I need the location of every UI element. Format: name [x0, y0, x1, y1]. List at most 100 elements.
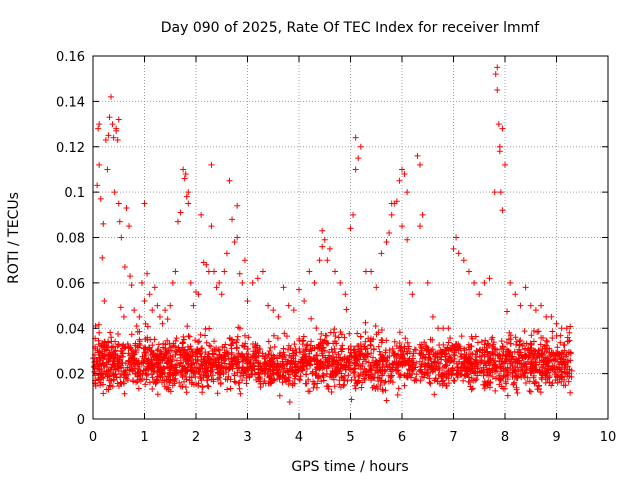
band-point — [228, 336, 235, 343]
band-point — [247, 359, 254, 366]
band-point — [305, 376, 312, 383]
band-point — [239, 377, 246, 384]
data-point — [290, 307, 297, 314]
data-point — [99, 254, 106, 261]
band-point — [378, 327, 385, 334]
data-point — [563, 325, 570, 332]
band-point — [187, 343, 194, 350]
band-point — [204, 382, 211, 389]
band-point — [331, 383, 338, 390]
band-point — [129, 377, 136, 384]
data-point — [96, 161, 103, 168]
band-point — [335, 334, 342, 341]
y-tick-label: 0.12 — [56, 141, 85, 156]
data-point — [548, 313, 555, 320]
band-point — [468, 386, 475, 393]
band-point — [427, 356, 434, 363]
band-point — [302, 380, 309, 387]
band-point — [554, 344, 561, 351]
data-point — [388, 211, 395, 218]
band-point — [396, 329, 403, 336]
band-point — [165, 356, 172, 363]
band-point — [481, 368, 488, 375]
band-point — [314, 345, 321, 352]
data-point — [94, 182, 101, 189]
band-point — [367, 335, 374, 342]
band-point — [468, 375, 475, 382]
band-point — [185, 333, 192, 340]
band-point — [521, 346, 528, 353]
band-point — [182, 384, 189, 391]
band-point — [271, 343, 278, 350]
band-point — [457, 345, 464, 352]
data-point — [187, 279, 194, 286]
band-point — [441, 351, 448, 358]
band-point — [172, 352, 179, 359]
data-point — [543, 313, 550, 320]
band-point — [378, 372, 385, 379]
data-point — [265, 302, 272, 309]
band-point — [453, 370, 460, 377]
data-point — [174, 218, 181, 225]
band-point — [416, 367, 423, 374]
band-point — [543, 370, 550, 377]
data-point — [121, 263, 128, 270]
band-point — [286, 377, 293, 384]
data-point — [239, 279, 246, 286]
data-point — [218, 291, 225, 298]
data-point — [491, 189, 498, 196]
data-point — [156, 357, 163, 364]
data-point — [404, 236, 411, 243]
band-point — [517, 337, 524, 344]
band-point — [305, 388, 312, 395]
band-point — [552, 376, 559, 383]
band-point — [279, 353, 286, 360]
band-point — [294, 362, 301, 369]
band-point — [114, 358, 121, 365]
band-point — [223, 369, 230, 376]
band-point — [313, 361, 320, 368]
x-tick-label: 6 — [398, 430, 406, 445]
data-point — [123, 205, 130, 212]
band-point — [507, 365, 514, 372]
band-point — [209, 347, 216, 354]
band-point — [509, 353, 516, 360]
band-point — [360, 375, 367, 382]
band-point — [194, 356, 201, 363]
band-point — [374, 364, 381, 371]
band-point — [370, 374, 377, 381]
band-point — [270, 370, 277, 377]
band-point — [379, 386, 386, 393]
band-point — [281, 330, 288, 337]
data-point — [177, 209, 184, 216]
data-point — [270, 352, 277, 359]
band-point — [285, 358, 292, 365]
band-point — [104, 364, 111, 371]
band-point — [551, 371, 558, 378]
band-point — [100, 390, 107, 397]
band-point — [239, 363, 246, 370]
band-point — [527, 367, 534, 374]
band-point — [456, 358, 463, 365]
band-point — [473, 376, 480, 383]
band-point — [411, 364, 418, 371]
band-point — [239, 358, 246, 365]
band-point — [313, 352, 320, 359]
data-point — [102, 136, 109, 143]
band-point — [370, 383, 377, 390]
data-point — [231, 239, 238, 246]
data-point — [259, 268, 266, 275]
band-point — [184, 343, 191, 350]
band-point — [136, 376, 143, 383]
band-point — [108, 338, 115, 345]
band-point — [165, 373, 172, 380]
band-point — [377, 377, 384, 384]
band-point — [523, 340, 530, 347]
band-point — [185, 362, 192, 369]
band-point — [362, 319, 369, 326]
band-point — [461, 351, 468, 358]
band-point — [167, 344, 174, 351]
data-point — [104, 166, 111, 173]
band-point — [507, 349, 514, 356]
band-point — [114, 352, 121, 359]
